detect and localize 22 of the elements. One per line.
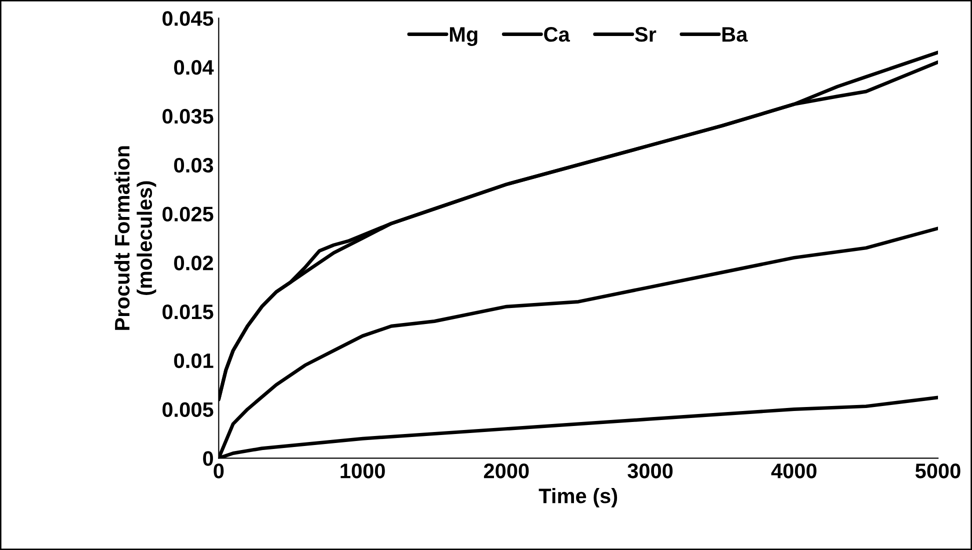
x-tick-label: 1000 [340,464,385,478]
y-tick-label: 0.035 [162,108,214,124]
x-tick-label: 2000 [484,464,529,478]
y-tick-label: 0 [203,451,213,466]
x-tick-label: 4000 [771,464,816,478]
legend-label: Mg [450,27,478,46]
y-axis-title: Procudt Formation (molecules) [114,146,156,330]
x-tick-label: 3000 [628,464,673,478]
y-tick-label: 0.01 [174,353,214,368]
legend-label: Ba [722,27,748,42]
x-tick-label: 0 [214,464,224,478]
y-tick-label: 0.015 [162,304,214,320]
y-tick-label: 0.04 [174,60,214,75]
y-tick-label: 0.045 [162,11,214,26]
y-tick-label: 0.03 [174,158,214,173]
legend-label: Ca [544,27,570,42]
y-tick-label: 0.02 [174,256,214,270]
legend-label: Sr [635,27,656,42]
x-axis-title: Time (s) [538,488,618,508]
y-tick-label: 0.005 [162,402,214,418]
x-tick-label: 5000 [915,464,960,478]
y-tick-label: 0.025 [162,206,214,222]
